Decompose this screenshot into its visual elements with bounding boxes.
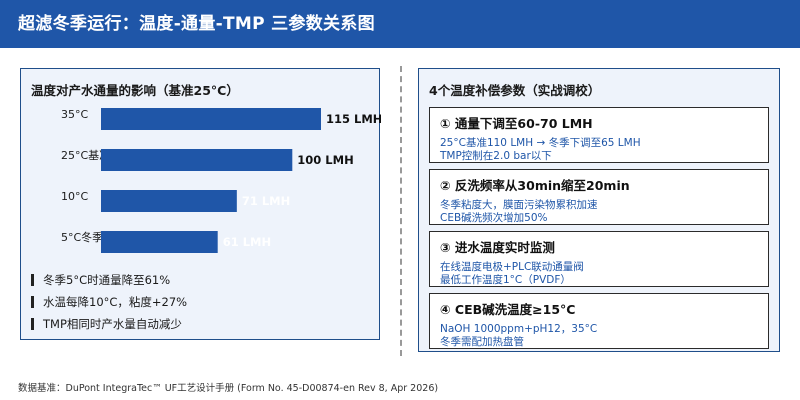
card-title: ③ 进水温度实时监测 <box>440 240 555 255</box>
card-title: ④ CEB碱洗温度≥15°C <box>440 302 576 317</box>
flux-bar <box>101 149 293 171</box>
card-detail: NaOH 1000ppm+pH12，35°C <box>440 323 598 335</box>
header-bar: 超滤冬季运行：温度-通量-TMP 三参数关系图 <box>0 0 800 48</box>
parameters-panel: 4个温度补偿参数（实战调校） ① 通量下调至60-70 LMH 25°C基准11… <box>418 68 780 352</box>
card-detail: 25°C基准110 LMH → 冬季下调至65 LMH <box>440 137 641 149</box>
value-label: 71 LMH <box>242 194 290 208</box>
category-label: 10°C <box>61 190 88 203</box>
flux-chart-panel: 温度对产水通量的影响（基准25°C） 35°C 115 LMH 25°C基准 100 … <box>20 68 381 340</box>
parameters-title: 4个温度补偿参数（实战调校） <box>429 83 601 98</box>
parameter-card-ceb: ④ CEB碱洗温度≥15°C NaOH 1000ppm+pH12，35°C 冬季… <box>429 293 769 349</box>
category-label: 25°C基准 <box>61 149 110 162</box>
note-item: 冬季5°C时通量降至61% <box>31 269 187 291</box>
card-title: ① 通量下调至60-70 LMH <box>440 116 593 131</box>
flux-bar-chart: 35°C 115 LMH 25°C基准 100 LMH 10°C 71 LMH 5°C冬季 6… <box>61 108 381 253</box>
category-label: 35°C <box>61 108 88 121</box>
card-detail: 在线温度电极+PLC联动通量阀 <box>440 261 584 273</box>
note-text: 冬季5°C时通量降至61% <box>43 273 171 287</box>
parameter-card-temperature-monitoring: ③ 进水温度实时监测 在线温度电极+PLC联动通量阀 最低工作温度1°C（PVD… <box>429 231 769 287</box>
note-text: 水温每降10°C，粘度+27% <box>43 295 188 309</box>
page-title: 超滤冬季运行：温度-通量-TMP 三参数关系图 <box>18 14 375 34</box>
value-label: 100 LMH <box>297 153 353 167</box>
card-detail: 冬季粘度大，膜面污染物累积加速 <box>440 199 598 211</box>
value-label: 61 LMH <box>223 235 271 249</box>
chart-notes: 冬季5°C时通量降至61% 水温每降10°C，粘度+27% TMP相同时产水量自… <box>31 269 187 335</box>
note-item: TMP相同时产水量自动减少 <box>31 313 187 335</box>
bullet-bar-icon <box>31 296 34 308</box>
bullet-bar-icon <box>31 318 34 330</box>
note-item: 水温每降10°C，粘度+27% <box>31 291 187 313</box>
category-label: 5°C冬季 <box>61 230 103 244</box>
card-detail: CEB碱洗频次增加50% <box>440 212 548 224</box>
parameter-card-flux: ① 通量下调至60-70 LMH 25°C基准110 LMH → 冬季下调至65… <box>429 107 769 163</box>
bullet-bar-icon <box>31 274 34 286</box>
data-source-footnote: 数据基准：DuPont IntegraTec™ UF工艺设计手册 (Form N… <box>18 383 439 394</box>
value-label: 115 LMH <box>326 112 381 126</box>
card-detail: TMP控制在2.0 bar以下 <box>440 150 552 162</box>
card-detail: 最低工作温度1°C（PVDF） <box>440 274 571 286</box>
card-title: ② 反洗频率从30min缩至20min <box>440 178 630 193</box>
note-text: TMP相同时产水量自动减少 <box>43 317 182 331</box>
chart-title: 温度对产水通量的影响（基准25°C） <box>31 83 239 98</box>
parameter-card-backwash: ② 反洗频率从30min缩至20min 冬季粘度大，膜面污染物累积加速 CEB碱… <box>429 169 769 225</box>
flux-bar <box>101 108 321 130</box>
panel-divider <box>400 66 402 356</box>
flux-bar <box>101 231 218 253</box>
card-detail: 冬季需配加热盘管 <box>440 336 524 348</box>
flux-bar <box>101 190 237 212</box>
